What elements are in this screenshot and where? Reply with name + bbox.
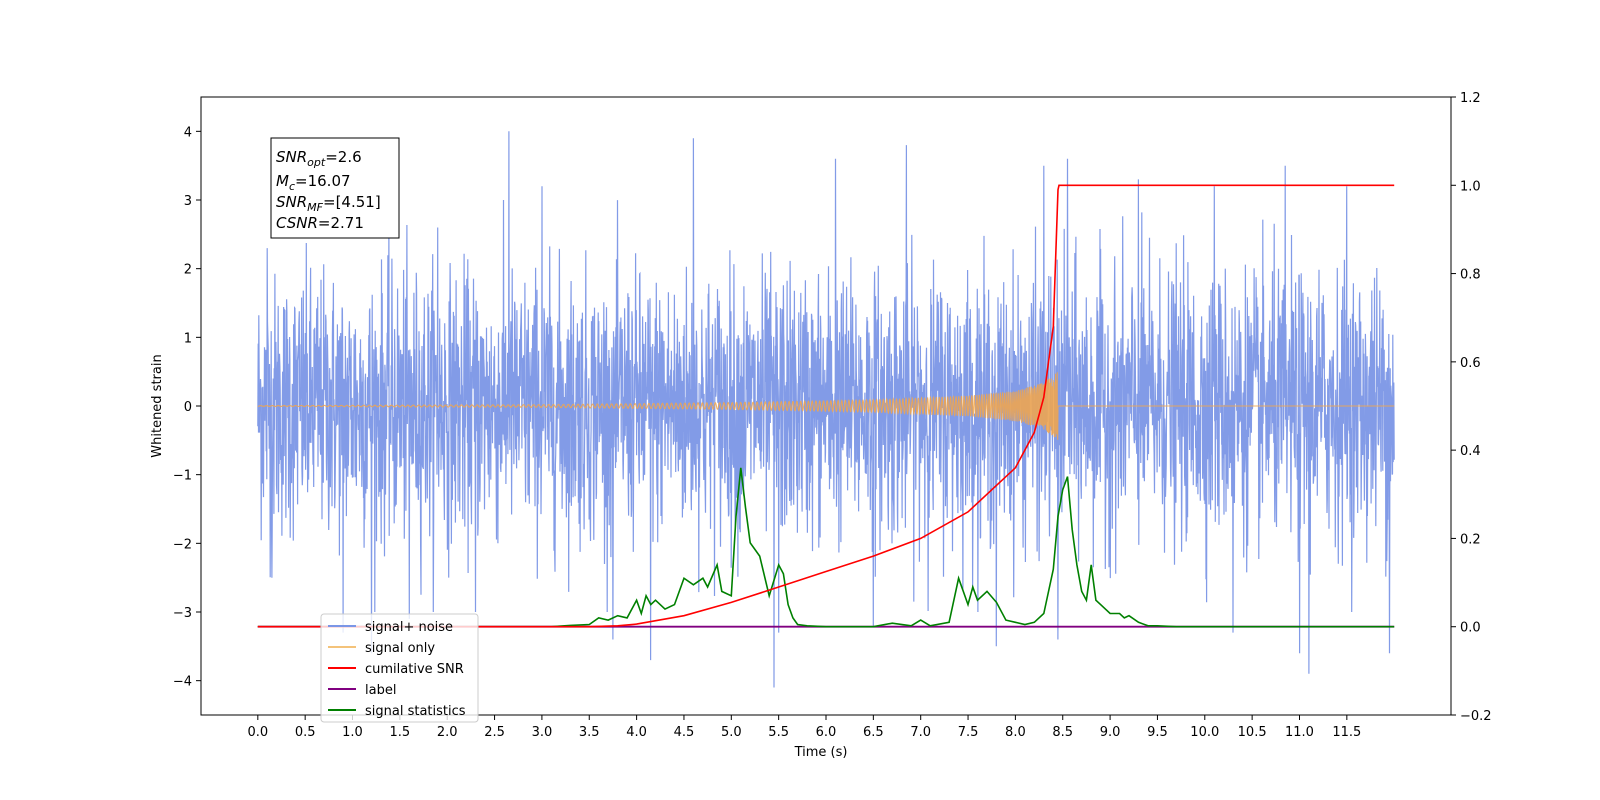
x-tick-label: 7.5 <box>958 725 979 740</box>
y-tick-label: −4 <box>173 675 192 690</box>
annotation-snr-opt: SNRopt=2.6 <box>276 148 362 169</box>
legend-frame <box>320 613 479 723</box>
y2-tick-label: 0.6 <box>1460 356 1481 371</box>
y2-tick-label: −0.2 <box>1460 709 1492 724</box>
x-tick-label: 3.0 <box>532 725 553 740</box>
y-tick-label: 2 <box>184 263 192 278</box>
annotation-snr-mf: SNRMF=[4.51] <box>276 193 381 214</box>
annotation-csnr: CSNR=2.71 <box>276 214 364 232</box>
x-tick-label: 10.5 <box>1238 725 1267 740</box>
y2-tick-label: 0.0 <box>1460 621 1481 636</box>
y2-tick-label: 0.8 <box>1460 268 1481 283</box>
x-tick-label: 0.5 <box>295 725 316 740</box>
series-signal-only <box>257 372 1395 440</box>
x-axis-label: Time (s) <box>794 745 848 760</box>
x-tick-label: 9.5 <box>1147 725 1168 740</box>
x-tick-label: 10.0 <box>1190 725 1219 740</box>
annotation-box: SNRopt=2.6 Mc=16.07 SNRMF=[4.51] CSNR=2.… <box>270 137 400 239</box>
annotation-mc: Mc=16.07 <box>276 172 351 193</box>
y2-tick-label: 0.2 <box>1460 532 1481 547</box>
x-tick-label: 2.5 <box>484 725 505 740</box>
x-tick-label: 3.5 <box>579 725 600 740</box>
x-axis: 0.0 0.5 1.0 1.5 2.0 2.5 3.0 3.5 4.0 4.5 5.0 5.5 6.0 6… <box>247 715 1361 740</box>
y-tick-label: −3 <box>173 606 192 621</box>
x-tick-label: 4.5 <box>674 725 695 740</box>
x-tick-label: 1.5 <box>390 725 411 740</box>
legend-label-signal-statistics: signal statistics <box>365 704 466 719</box>
y2-tick-label: 1.0 <box>1460 179 1481 194</box>
x-tick-label: 11.5 <box>1332 725 1361 740</box>
x-tick-label: 7.0 <box>910 725 931 740</box>
x-tick-label: 8.5 <box>1052 725 1073 740</box>
legend: signal+ noise signal only cumilative SNR… <box>320 613 479 723</box>
y-axis-left: 4 3 2 1 0 −1 −2 −3 −4 <box>173 125 201 690</box>
series-signal-noise <box>257 131 1395 688</box>
x-tick-label: 6.0 <box>816 725 837 740</box>
x-tick-label: 0.0 <box>247 725 268 740</box>
x-tick-label: 6.5 <box>863 725 884 740</box>
series-cumulative-snr <box>257 184 1395 628</box>
y2-tick-label: 0.4 <box>1460 444 1481 459</box>
y-tick-label: 0 <box>184 400 192 415</box>
legend-label-cumulative-snr: cumilative SNR <box>365 662 464 677</box>
y-tick-label: 1 <box>184 331 192 346</box>
y2-tick-label: 1.2 <box>1460 91 1481 106</box>
x-tick-label: 4.0 <box>626 725 647 740</box>
annotation-frame <box>270 137 400 239</box>
legend-label-signal-noise: signal+ noise <box>365 620 453 635</box>
y-tick-label: 4 <box>184 125 192 140</box>
x-tick-label: 5.5 <box>768 725 789 740</box>
legend-label-label: label <box>365 683 396 698</box>
y-axis-label: Whitened strain <box>150 354 165 457</box>
y-axis-right: 1.2 1.0 0.8 0.6 0.4 0.2 0.0 −0.2 <box>1451 91 1492 724</box>
series-signal-statistics <box>257 467 1395 628</box>
y-tick-label: −1 <box>173 469 192 484</box>
y-tick-label: −2 <box>173 537 192 552</box>
x-tick-label: 11.0 <box>1285 725 1314 740</box>
x-tick-label: 5.0 <box>721 725 742 740</box>
x-tick-label: 1.0 <box>342 725 363 740</box>
x-tick-label: 8.0 <box>1005 725 1026 740</box>
x-tick-label: 2.0 <box>437 725 458 740</box>
y-tick-label: 3 <box>184 194 192 209</box>
x-tick-label: 9.0 <box>1100 725 1121 740</box>
legend-label-signal-only: signal only <box>365 641 435 656</box>
